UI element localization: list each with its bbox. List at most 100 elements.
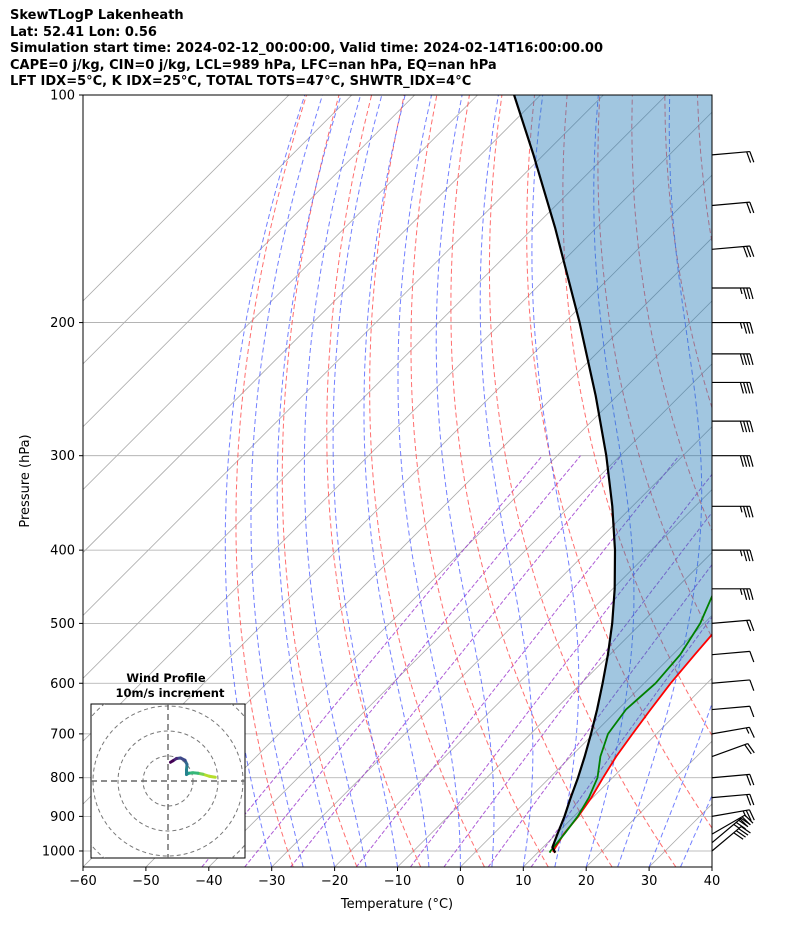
wind-barb — [711, 726, 755, 738]
wind-barb — [711, 742, 755, 758]
wind-barb — [712, 287, 754, 300]
wind-barb-half-flag — [739, 322, 743, 329]
x-tick-label: −30 — [258, 874, 285, 889]
mixing-ratio-line — [290, 455, 622, 867]
chart-title: SkewTLogP Lakenheath — [10, 8, 184, 23]
wind-barb-staff — [711, 742, 748, 758]
x-tick-label: −50 — [132, 874, 159, 889]
parcel-line — [513, 95, 617, 854]
wind-barb-flag — [741, 816, 751, 826]
dry-adiabat — [326, 95, 422, 867]
wind-barb-half-flag — [739, 549, 743, 557]
isotherm — [523, 677, 712, 867]
wind-barb-flag — [749, 549, 754, 562]
wind-barb — [712, 505, 754, 518]
x-tick-label: 30 — [641, 874, 658, 889]
wind-barb-flag — [749, 353, 754, 366]
dry-adiabat — [235, 95, 307, 867]
wind-barb — [712, 455, 754, 467]
wind-barb-flag — [744, 744, 752, 755]
wind-barb-flag — [743, 588, 748, 600]
wind-barb-flag — [749, 794, 755, 806]
moist-adiabat — [531, 95, 580, 867]
wind-barb — [711, 201, 755, 214]
wind-barb-half-flag — [739, 506, 743, 513]
wind-barb-flag — [742, 246, 748, 258]
wind-barb-flag — [743, 420, 748, 433]
hodograph-title: Wind Profile — [126, 671, 206, 685]
moist-adiabat — [479, 95, 534, 867]
wind-barb-flag — [749, 774, 755, 786]
wind-barb — [712, 381, 754, 394]
wind-barb-flag — [746, 506, 751, 518]
dry-adiabat — [562, 95, 712, 737]
wind-barb-flag — [749, 287, 754, 300]
wind-barb-flag — [747, 743, 755, 754]
y-tick-label: 200 — [50, 316, 75, 331]
wind-barb-staff — [711, 650, 750, 656]
moist-adiabat — [332, 95, 398, 867]
wind-barb-flag — [749, 506, 754, 518]
y-axis-label: Pressure (hPa) — [18, 434, 33, 527]
sounding-series — [513, 95, 712, 854]
dry-adiabat — [526, 95, 712, 829]
isotherm — [83, 95, 541, 554]
wind-barb-flag — [746, 353, 751, 366]
wind-barb — [711, 245, 755, 258]
hodograph-inset: Wind Profile 10m/s increment — [90, 671, 246, 859]
wind-barb-flag — [749, 651, 755, 663]
wind-barb-staff — [711, 679, 750, 684]
wind-barb-flag — [749, 679, 755, 691]
moist-adiabat — [617, 95, 703, 867]
dry-adiabat — [763, 95, 794, 867]
dry-adiabat — [597, 95, 712, 639]
wind-barb-flag — [746, 620, 752, 632]
wind-barb — [711, 793, 755, 806]
wind-barb-flag — [746, 382, 751, 394]
isotherm — [83, 111, 712, 742]
dewpoint-line — [548, 594, 712, 854]
moist-adiabat — [250, 95, 323, 867]
wind-barb — [711, 679, 755, 691]
isotherm — [83, 95, 415, 428]
wind-barb — [711, 814, 754, 835]
mixing-ratio-line — [487, 563, 712, 867]
wind-barb-flag — [746, 794, 752, 806]
x-axis-label: Temperature (°C) — [340, 897, 453, 912]
moist-adiabat — [276, 95, 342, 867]
moist-adiabat — [435, 95, 495, 867]
wind-barb-flag — [743, 322, 748, 334]
wind-barb — [711, 705, 755, 718]
wind-barb-flag — [746, 322, 751, 334]
wind-barb-staff — [711, 793, 750, 799]
y-tick-label: 300 — [50, 449, 75, 464]
wind-barb-flag — [739, 382, 744, 394]
moist-adiabat — [397, 95, 461, 867]
wind-barb-half-flag — [739, 588, 743, 596]
hodograph-segment — [169, 759, 175, 764]
wind-barb-flag — [748, 809, 755, 821]
wind-barb-flag — [748, 727, 755, 738]
wind-barb-flag — [749, 151, 755, 163]
wind-barb-staff — [711, 705, 750, 711]
wind-barb-flag — [749, 455, 754, 467]
mixing-ratio-line — [244, 455, 581, 867]
wind-barb — [712, 420, 754, 433]
chart-header: SkewTLogP Lakenheath Lat: 52.41 Lon: 0.5… — [10, 8, 790, 91]
wind-barb-flag — [746, 420, 751, 433]
moist-adiabat — [224, 95, 306, 867]
wind-barb-flag — [749, 245, 755, 257]
isotherm — [83, 95, 353, 365]
wind-barb-flag — [743, 382, 748, 394]
wind-barb-staff — [711, 773, 750, 779]
wind-barb-flag — [746, 455, 751, 467]
dry-adiabat — [488, 95, 677, 867]
wind-barb-flag — [749, 420, 754, 433]
wind-barb-flag — [739, 455, 744, 467]
y-tick-label: 900 — [50, 810, 75, 825]
moist-adiabat — [363, 95, 430, 867]
wind-barb — [711, 773, 755, 786]
y-tick-label: 1000 — [42, 844, 75, 859]
stability-indices-line: LFT IDX=5°C, K IDX=25°C, TOTAL TOTS=47°C… — [10, 74, 472, 90]
x-tick-label: −40 — [195, 874, 222, 889]
